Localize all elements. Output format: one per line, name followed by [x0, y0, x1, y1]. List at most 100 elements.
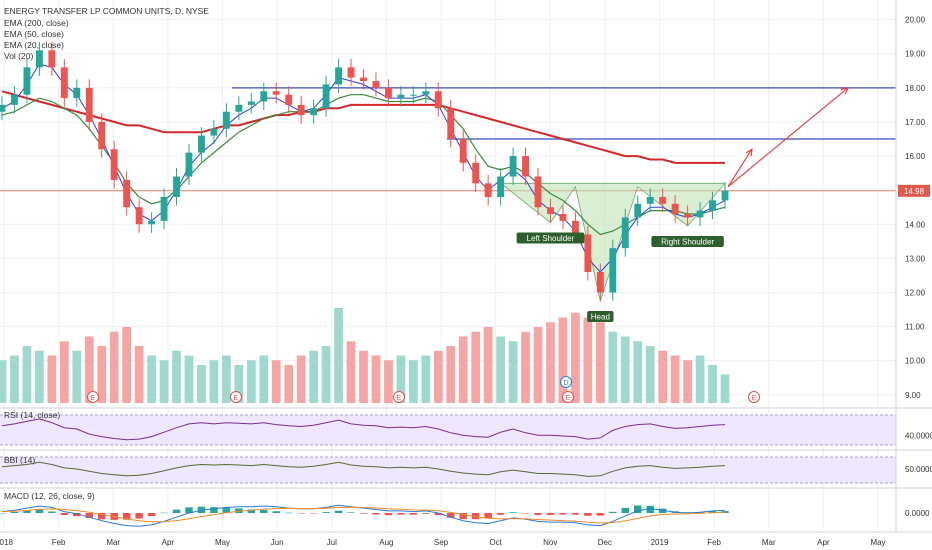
macd-histogram-bar — [372, 513, 380, 515]
macd-histogram-bar — [384, 513, 393, 516]
volume-bar — [134, 346, 144, 403]
candle-body — [260, 91, 268, 102]
candle-body — [285, 94, 293, 105]
x-tick-label: Nov — [543, 538, 557, 547]
macd-tick-label: 0.0000 — [905, 509, 930, 518]
volume-bar — [259, 355, 269, 403]
candle-body — [447, 108, 455, 139]
volume-bar — [359, 350, 368, 403]
rsi-line — [1, 418, 726, 441]
candle-body — [272, 91, 280, 95]
candle-body — [210, 128, 218, 136]
candle-body — [297, 104, 305, 116]
macd-histogram-bar — [634, 505, 642, 513]
annotation-label: Head — [591, 312, 610, 321]
macd-histogram-bar — [160, 512, 168, 514]
signal-line — [1, 506, 726, 524]
volume-bar — [483, 327, 493, 403]
candle-body — [646, 196, 654, 204]
macd-histogram-bar — [422, 513, 430, 514]
volume-bar — [633, 341, 643, 403]
volume-bar — [47, 355, 57, 403]
volume-bar — [583, 317, 593, 403]
volume-bar — [334, 308, 343, 403]
x-tick-label: Dec — [598, 538, 612, 547]
volume-bar — [670, 355, 680, 403]
macd-histogram-bar — [496, 513, 505, 515]
candle-body — [385, 87, 392, 99]
candle-body — [73, 87, 81, 99]
candle-body — [509, 156, 517, 177]
current-price-label: 14.98 — [904, 187, 925, 196]
candle-body — [422, 91, 430, 95]
volume-bar — [22, 346, 32, 403]
arrow-second-target — [727, 87, 849, 188]
rsi-band — [0, 415, 896, 445]
volume-bar — [35, 350, 44, 403]
legend: ENERGY TRANSFER LP COMMON UNITS, D, NYSE… — [4, 6, 209, 61]
volume-bar — [84, 336, 94, 403]
price-tick-label: 10.00 — [905, 357, 926, 366]
macd-histogram-bar — [584, 513, 592, 516]
volume-bar — [97, 346, 107, 403]
macd-histogram-bar — [97, 513, 106, 520]
volume-bar — [433, 350, 443, 403]
price-tick-label: 17.00 — [905, 118, 926, 127]
annotation-box — [651, 235, 724, 247]
macd-histogram-bar — [546, 513, 555, 515]
ema50-line — [1, 94, 726, 236]
pattern-annotations: Left Shoulder Head Right Shoulder — [516, 232, 724, 322]
macd-histogram-bar — [60, 513, 69, 516]
volume-bar — [159, 360, 169, 403]
projection-arrows — [727, 86, 850, 188]
price-tick-label: 20.00 — [905, 16, 926, 25]
candle-body — [609, 248, 617, 293]
price-tick-label: 12.00 — [905, 288, 926, 297]
earnings-marker — [562, 391, 574, 403]
macd-histogram-bar — [284, 512, 293, 514]
volume-bar — [384, 360, 393, 403]
x-tick-label: Sep — [434, 538, 449, 547]
candle-body — [621, 217, 629, 249]
macd-histogram-bar — [484, 513, 492, 519]
candle-body — [659, 196, 667, 204]
macd-histogram-bar — [434, 513, 443, 516]
candle-body — [584, 234, 592, 272]
macd-histogram-bar — [260, 509, 268, 513]
horizontal-levels — [0, 87, 896, 192]
arrow-second-target-head — [841, 86, 850, 95]
macd-histogram-bar — [10, 511, 19, 513]
x-tick-label: Feb — [707, 538, 721, 547]
volume-bar — [496, 336, 505, 403]
earnings-marker-label: E — [752, 395, 757, 402]
candles — [0, 41, 729, 301]
macd-histogram-bar — [621, 507, 630, 513]
macd-histogram-bar — [609, 511, 617, 513]
macd-histogram-bar — [658, 508, 667, 513]
ema200-line — [1, 90, 725, 164]
candle-body — [123, 179, 131, 208]
volume-bar — [446, 346, 456, 403]
earnings-marker — [230, 391, 242, 403]
legend-ema50: EMA (50, close) — [4, 29, 64, 39]
candle-body — [148, 220, 156, 225]
volume-bar — [546, 322, 555, 403]
volume-bar — [246, 360, 256, 403]
earnings-marker-label: E — [397, 395, 402, 402]
macd-histogram-bar — [559, 513, 567, 515]
indicator2-line — [1, 461, 726, 477]
candle-body — [484, 183, 492, 197]
macd-histogram-bar — [48, 511, 56, 513]
annotation-box — [516, 232, 585, 244]
x-tick-label: May — [870, 538, 885, 547]
volume-bar — [346, 341, 356, 403]
macd-histogram-bar — [447, 513, 455, 518]
candle-body — [596, 272, 604, 293]
x-tick-label: Feb — [52, 538, 66, 547]
candle-body — [472, 162, 480, 184]
candle-body — [185, 152, 193, 177]
earnings-marker-label: D — [563, 380, 568, 387]
candle-body — [173, 176, 180, 197]
macd-line — [1, 504, 726, 527]
